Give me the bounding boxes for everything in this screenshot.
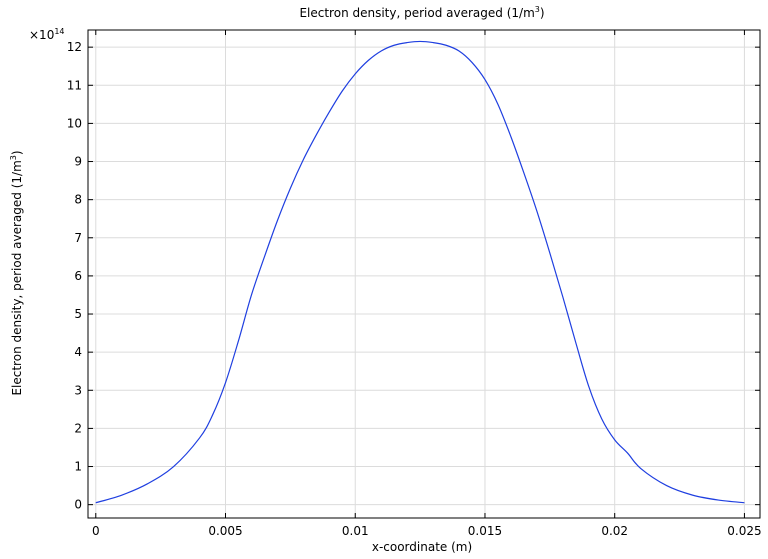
x-tick-label: 0.005 (208, 524, 242, 538)
y-tick-label: 7 (74, 231, 82, 245)
x-tick-label: 0 (92, 524, 100, 538)
y-tick-label: 2 (74, 421, 82, 435)
y-axis-multiplier: ×1014 (29, 27, 65, 42)
y-tick-label: 0 (74, 498, 82, 512)
x-axis-label: x-coordinate (m) (372, 540, 472, 554)
y-tick-label: 5 (74, 307, 82, 321)
x-tick-label: 0.01 (342, 524, 369, 538)
y-tick-label: 3 (74, 383, 82, 397)
y-tick-label: 10 (67, 116, 82, 130)
plot-frame (87, 29, 761, 519)
y-tick-label: 4 (74, 345, 82, 359)
y-tick-label: 1 (74, 460, 82, 474)
grid-lines (88, 30, 760, 518)
y-tick-label: 8 (74, 193, 82, 207)
y-tick-label: 6 (74, 269, 82, 283)
chart-title: Electron density, period averaged (1/m3) (299, 5, 544, 20)
series-layer (95, 40, 745, 504)
x-tick-labels: 0 0.005 0.01 0.015 0.02 0.025 (92, 524, 762, 538)
series-line-electron-density (95, 40, 745, 504)
x-tick-label: 0.02 (601, 524, 628, 538)
y-axis-label: Electron density, period averaged (1/m3) (9, 150, 24, 395)
y-tick-label: 9 (74, 155, 82, 169)
y-tick-label: 12 (67, 40, 82, 54)
x-tick-label: 0.025 (727, 524, 761, 538)
tick-marks (88, 30, 760, 518)
x-tick-label: 0.015 (468, 524, 502, 538)
y-tick-label: 11 (67, 78, 82, 92)
